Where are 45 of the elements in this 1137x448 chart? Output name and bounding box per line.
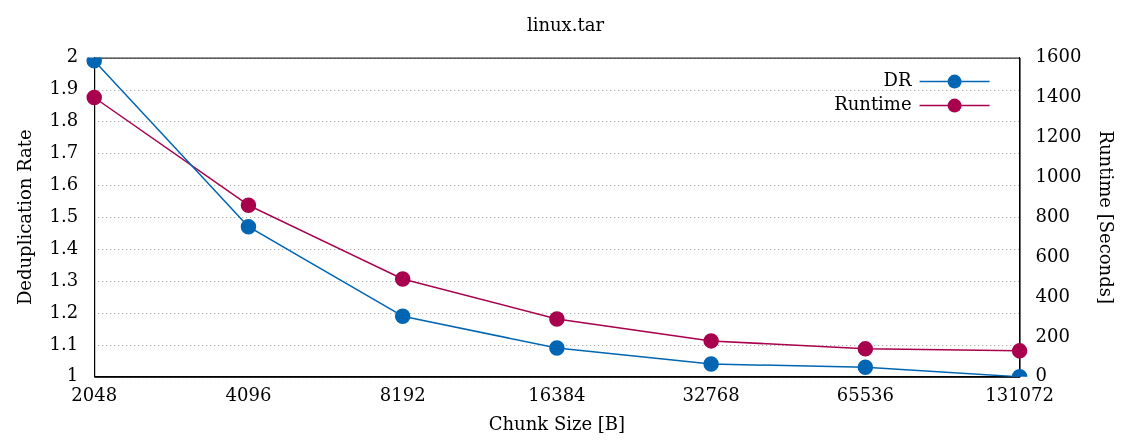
point	[240, 197, 257, 213]
x-tick-label: 65536	[836, 384, 894, 406]
y2-tick-label: 1600	[1035, 45, 1082, 67]
y-tick-label: 1	[66, 364, 79, 386]
y-tick-label: 1.3	[49, 268, 79, 290]
point	[394, 308, 411, 324]
y-tick-label: 1.8	[49, 109, 79, 131]
x-tick-label: 4096	[225, 384, 272, 406]
x-axis-title: Chunk Size [B]	[488, 412, 626, 434]
y-tick-label: 1.7	[49, 141, 79, 163]
y2-tick-label: 200	[1035, 324, 1070, 346]
point	[703, 356, 719, 372]
y-tick-label: 2	[66, 45, 79, 67]
x-tick-label: 16384	[528, 384, 586, 406]
y-tick-label: 1.9	[49, 77, 79, 99]
legend-label: Runtime	[834, 93, 912, 115]
y2-tick-label: 0	[1035, 364, 1048, 386]
point	[86, 89, 102, 106]
point	[240, 219, 257, 235]
y-tick-label: 1.1	[49, 332, 79, 354]
y2-tick-label: 1000	[1035, 164, 1082, 186]
x-tick-label: 32768	[682, 384, 740, 406]
y2-tick-label: 800	[1035, 204, 1070, 226]
point	[857, 341, 874, 357]
y-tick-label: 1.2	[49, 300, 79, 322]
chart-title: linux.tar	[526, 14, 605, 36]
legend-label: DR	[883, 69, 913, 91]
x-tick-label: 131072	[985, 384, 1054, 406]
point	[549, 311, 565, 327]
y-axis-title: Deduplication Rate	[14, 129, 36, 306]
y2-tick-label: 1400	[1035, 85, 1082, 107]
x-tick-label: 8192	[379, 384, 426, 406]
point	[857, 359, 874, 375]
y2-tick-label: 400	[1035, 284, 1070, 306]
point	[549, 340, 565, 356]
point	[1011, 343, 1028, 359]
y-tick-label: 1.4	[49, 236, 79, 258]
x-tick-label: 2048	[71, 384, 118, 406]
y2-axis-title: Runtime [Seconds]	[1095, 130, 1117, 304]
y-tick-label: 1.6	[49, 172, 79, 194]
point	[703, 333, 719, 349]
y2-tick-label: 1200	[1035, 125, 1082, 147]
y-tick-label: 1.5	[49, 204, 79, 226]
y2-tick-label: 600	[1035, 244, 1070, 266]
point	[394, 271, 411, 287]
